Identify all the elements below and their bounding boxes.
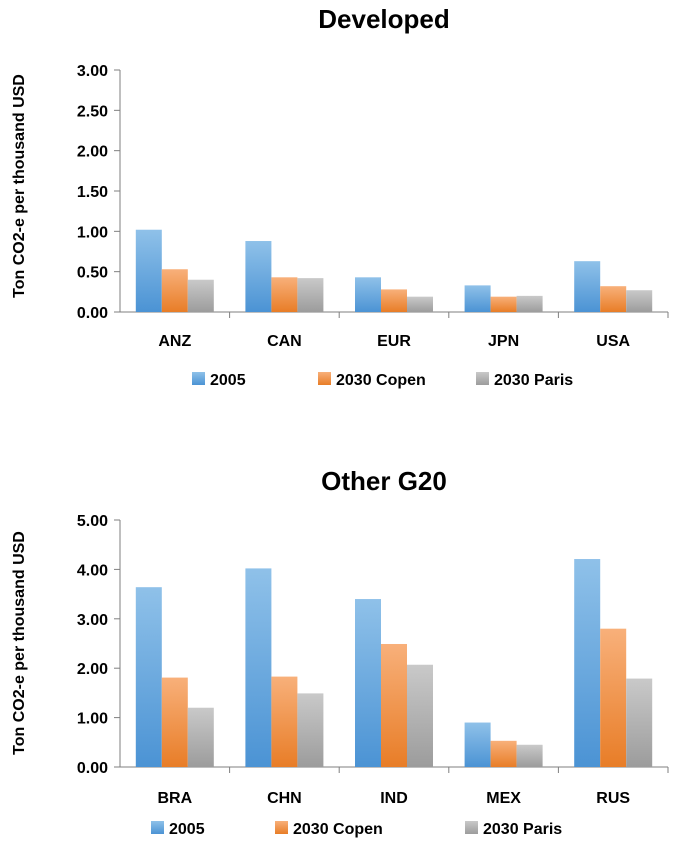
bar (464, 285, 491, 312)
y-tick-label: 1.00 (77, 224, 108, 241)
legend-swatch (192, 372, 205, 385)
y-axis-label: Ton CO2-e per thousand USD (11, 531, 28, 755)
bar (271, 277, 298, 312)
bar (161, 677, 188, 767)
y-tick-label: 3.00 (77, 63, 108, 80)
bar (626, 290, 653, 312)
legend-swatch (476, 372, 489, 385)
legend-label: 2005 (210, 372, 246, 389)
bar (187, 707, 214, 767)
y-tick-label: 2.00 (77, 144, 108, 161)
bar (490, 740, 517, 767)
x-tick-label: ANZ (158, 333, 191, 350)
bar (407, 296, 433, 312)
bar (135, 229, 162, 312)
legend-label: 2030 Copen (293, 821, 383, 838)
x-tick-label: RUS (596, 790, 630, 807)
y-tick-label: 2.00 (77, 661, 108, 678)
bar (297, 278, 324, 312)
bar (161, 269, 188, 312)
legend-swatch (151, 821, 164, 834)
legend-item: 2030 Paris (476, 372, 573, 389)
legend-label: 2030 Paris (483, 821, 562, 838)
bar (381, 289, 407, 312)
legend-label: 2030 Paris (494, 372, 573, 389)
developed-chart: Developed Ton CO2-e per thousand USD 0.00 0… (11, 4, 669, 389)
x-tick-label: JPN (488, 333, 519, 350)
y-tick-label: 5.00 (77, 513, 108, 530)
bar (626, 678, 653, 767)
bar (516, 744, 543, 767)
legend-item: 2005 (151, 821, 205, 838)
bar (135, 587, 162, 767)
x-tick-label: EUR (377, 333, 411, 350)
bar (516, 295, 543, 312)
bar (600, 628, 627, 767)
legend-item: 2030 Paris (465, 821, 562, 838)
y-tick-label: 1.50 (77, 184, 108, 201)
bar (574, 559, 601, 767)
bar (490, 296, 517, 312)
bar (600, 286, 627, 312)
bar (407, 664, 433, 767)
y-tick-label: 1.00 (77, 711, 108, 728)
y-axis-label: Ton CO2-e per thousand USD (11, 74, 28, 298)
bar (297, 693, 324, 767)
x-tick-label: USA (596, 333, 630, 350)
y-tick-label: 0.00 (77, 305, 108, 322)
bar (245, 568, 272, 767)
bar (574, 261, 601, 312)
chart-title: Developed (318, 4, 450, 34)
chart-title: Other G20 (321, 466, 447, 496)
bar (245, 241, 272, 312)
legend-swatch (275, 821, 288, 834)
x-tick-label: CAN (267, 333, 302, 350)
other-g20-chart: Other G20 Ton CO2-e per thousand USD 0.00 1… (11, 466, 669, 838)
bar (187, 279, 214, 312)
y-tick-label: 3.00 (77, 612, 108, 629)
y-tick-label: 4.00 (77, 562, 108, 579)
bar (381, 643, 407, 767)
y-tick-label: 0.00 (77, 760, 108, 777)
legend-swatch (318, 372, 331, 385)
legend-item: 2030 Copen (318, 372, 426, 389)
legend-swatch (465, 821, 478, 834)
x-tick-label: BRA (157, 790, 192, 807)
y-tick-label: 0.50 (77, 265, 108, 282)
bar (355, 277, 381, 312)
legend-label: 2030 Copen (336, 372, 426, 389)
bar (355, 599, 381, 767)
legend-item: 2005 (192, 372, 246, 389)
x-tick-label: MEX (486, 790, 521, 807)
x-tick-label: IND (380, 790, 408, 807)
bar (271, 676, 298, 767)
x-tick-label: CHN (267, 790, 302, 807)
bar (464, 722, 491, 767)
legend-label: 2005 (169, 821, 205, 838)
y-tick-label: 2.50 (77, 103, 108, 120)
legend-item: 2030 Copen (275, 821, 383, 838)
